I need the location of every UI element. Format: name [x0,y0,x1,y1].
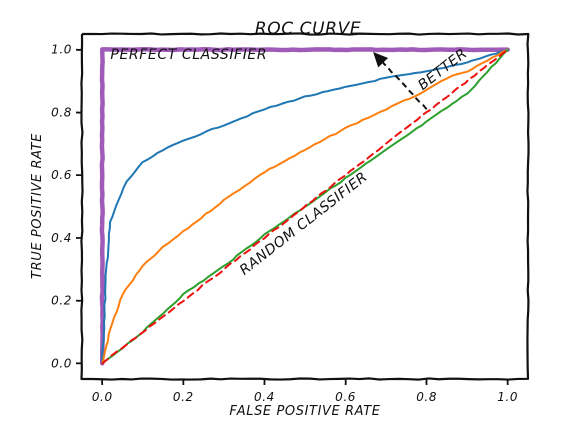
perfect-classifier-line [99,47,510,366]
y-tick-label: 0.8 [51,105,72,119]
y-tick-label: 0.0 [51,356,72,370]
annotation-label-0: PERFECT CLASSIFIER [110,47,267,63]
y-tick-label: 1.0 [51,43,72,57]
random-classifier-line [101,48,509,365]
roc-curve-line-2 [101,48,509,365]
x-tick-label: 0.4 [254,390,275,404]
axis-ticks: 0.0 0.2 0.4 0.6 0.8 1.0 0.0 0.2 0.4 0.6 0.8 1.0 [51,43,518,404]
data-series [99,47,510,366]
x-tick-label: 0.6 [335,390,356,404]
roc-curve-line-1 [101,48,509,365]
x-tick-label: 1.0 [497,390,518,404]
plot-frame-border [80,32,530,381]
x-tick-label: 0.8 [416,390,437,404]
y-tick-label: 0.6 [51,168,72,182]
y-tick-label: 0.4 [51,231,72,245]
plot-frame [80,32,530,381]
x-tick-label: 0.2 [173,390,194,404]
chart-title: ROC CURVE [255,19,361,39]
x-axis-label: FALSE POSITIVE RATE [229,404,380,419]
better-arrow-head [373,51,389,68]
y-tick-label: 0.2 [51,294,72,308]
y-axis-label: TRUE POSITIVE RATE [30,133,45,279]
x-tick-label: 0.0 [92,390,113,404]
